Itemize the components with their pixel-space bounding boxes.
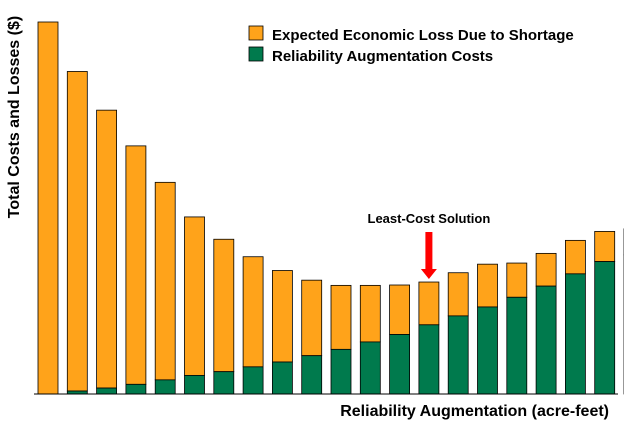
bar-segment-expected-loss [37, 21, 59, 395]
bar-segment-augmentation-costs [271, 361, 293, 395]
legend-swatch-augmentation-costs [248, 46, 264, 62]
bar-segment-expected-loss [301, 279, 323, 357]
bar-segment-augmentation-costs [565, 273, 586, 395]
bar-segment-augmentation-costs [125, 383, 147, 395]
bars-group [37, 21, 624, 395]
bar-segment-augmentation-costs [96, 387, 117, 395]
bar-segment-expected-loss [330, 284, 352, 350]
bar-segment-expected-loss [213, 238, 235, 373]
bar-segment-augmentation-costs [506, 296, 528, 395]
bar-segment-expected-loss [242, 256, 264, 368]
bar-segment-expected-loss [96, 109, 117, 389]
bar-segment-expected-loss [154, 181, 176, 381]
bar-segment-augmentation-costs [594, 261, 616, 395]
least-cost-arrow-icon [420, 232, 437, 280]
bar-segment-expected-loss [418, 281, 440, 326]
bar-segment-augmentation-costs [535, 285, 557, 395]
bar-segment-augmentation-costs [447, 315, 469, 395]
bar-segment-augmentation-costs [242, 366, 264, 395]
legend: Expected Economic Loss Due to Shortage R… [248, 25, 574, 65]
bar-segment-expected-loss [271, 270, 293, 363]
legend-swatch-expected-loss [248, 25, 264, 41]
bar-segment-expected-loss [447, 272, 469, 317]
bar-segment-augmentation-costs [154, 379, 176, 395]
bar-segment-expected-loss [535, 252, 557, 287]
bar-segment-augmentation-costs [184, 374, 205, 395]
bar-segment-expected-loss [359, 284, 381, 343]
bar-segment-augmentation-costs [213, 371, 235, 395]
y-axis-label: Total Costs and Losses ($) [6, 16, 23, 218]
bar-segment-augmentation-costs [301, 355, 323, 395]
bar-segment-expected-loss [565, 239, 586, 275]
bar-segment-augmentation-costs [418, 324, 440, 395]
bar-segment-expected-loss [66, 71, 88, 392]
bar-segment-expected-loss [477, 263, 498, 308]
x-axis-label: Reliability Augmentation (acre-feet) [340, 403, 609, 420]
bar-segment-expected-loss [594, 231, 616, 262]
least-cost-label: Least-Cost Solution [368, 211, 491, 226]
bar-segment-expected-loss [125, 145, 147, 385]
bar-segment-augmentation-costs [330, 348, 352, 395]
legend-label-augmentation-costs: Reliability Augmentation Costs [272, 48, 493, 65]
legend-label-expected-loss: Expected Economic Loss Due to Shortage [272, 27, 574, 44]
bar-segment-augmentation-costs [389, 334, 411, 395]
bar-segment-expected-loss [184, 216, 205, 376]
bar-segment-expected-loss [506, 262, 528, 298]
bar-segment-expected-loss [389, 284, 411, 335]
least-cost-annotation: Least-Cost Solution [368, 211, 491, 280]
bar-segment-augmentation-costs [359, 341, 381, 395]
bar-segment-augmentation-costs [477, 306, 498, 395]
